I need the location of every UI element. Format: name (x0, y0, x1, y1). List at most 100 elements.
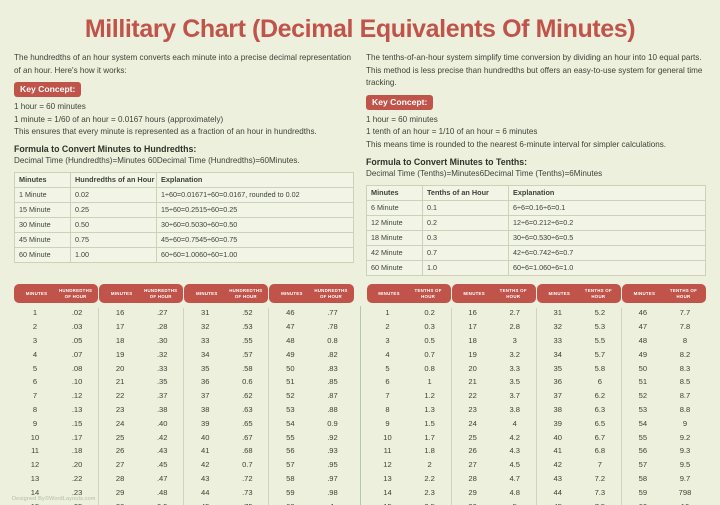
cell-decimal: 0.9 (327, 418, 338, 428)
grid-row: 49 8.2 (622, 347, 706, 361)
cell-minute: 37 (553, 391, 562, 401)
hundredths-key-concept-badge: Key Concept: (14, 82, 82, 98)
tenths-explanation-table: Minutes Tenths of an Hour Explanation 6 … (366, 185, 706, 276)
cell-minute: 41 (553, 446, 562, 456)
cell-minute: 56 (638, 446, 648, 456)
cell-minute: 6 (385, 377, 390, 387)
grid-row: 48 0.8 (269, 334, 353, 348)
cell-minute: 38 (201, 404, 210, 414)
grid-row: 45.75 (184, 499, 268, 505)
grid-row: 21.35 (99, 375, 183, 389)
cell-decimal: 1.8 (424, 446, 435, 456)
cell-decimal: 7.7 (679, 308, 691, 318)
cell-decimal: .58 (242, 363, 253, 373)
cell-minute: 50 (286, 363, 295, 373)
grid-row: 32 5.3 (537, 320, 621, 334)
grid-row: 7 1.2 (367, 389, 451, 403)
grid-row: 51.85 (269, 375, 353, 389)
grid-row: 52.87 (269, 389, 353, 403)
cell-decimal: .73 (242, 487, 253, 497)
grid-row: 39.65 (184, 416, 268, 430)
grid-row: 48 8 (622, 334, 706, 348)
grid-row: 23 3.8 (452, 403, 536, 417)
grid-row: 36 6 (537, 375, 621, 389)
grid-row: 2 0.3 (367, 320, 451, 334)
hundredths-explanation-table: Minutes Hundredths of an Hour Explanatio… (14, 172, 354, 264)
conversion-grids: MINUTES HUNDREDTHS OF HOUR 1.02 2.03 3.05 4.0… (10, 284, 710, 505)
cell-value: 1.0 (422, 260, 509, 276)
cell-minute: 13 (30, 473, 40, 483)
grid-row: 29 4.8 (452, 485, 536, 499)
cell-minute: 23 (468, 404, 477, 414)
cell-minute: 47 (638, 322, 648, 332)
grid-row: 54 9 (622, 416, 706, 430)
grid-row: 34 5.7 (537, 347, 621, 361)
grid-row: 4.07 (14, 347, 98, 361)
cell-decimal: 9.2 (679, 432, 691, 442)
cell-decimal: 5.8 (594, 363, 606, 373)
grid-row: 50.83 (269, 361, 353, 375)
cell-minute: 17 (468, 322, 477, 332)
cell-minute: 31 (201, 308, 210, 318)
grid-row: 11.18 (14, 444, 98, 458)
grid-row: 42 7 (537, 458, 621, 472)
cell-minute: 51 (638, 377, 648, 387)
cell-decimal: 6 (597, 377, 602, 387)
cell-minute: 14 (383, 487, 392, 497)
grid-column-header: MINUTES TENTHS OF HOUR (536, 284, 621, 303)
grid-row: 42 0.7 (184, 458, 268, 472)
grid-row: 20 3.3 (452, 361, 536, 375)
cell-minute: 20 (115, 363, 125, 373)
cell-explanation: 6÷6=0.16÷6=0.1 (508, 200, 706, 216)
grid-row: 17 2.8 (452, 320, 536, 334)
grid-row: 49.82 (269, 347, 353, 361)
tenths-bullet-2: 1 tenth of an hour = 1/10 of an hour = 6… (366, 127, 538, 137)
hundredths-intro-paragraph: The hundredths of an hour system convert… (14, 53, 351, 75)
cell-decimal: 7.5 (579, 500, 621, 505)
cell-minute: 51 (286, 377, 295, 387)
cell-decimal: .37 (156, 391, 168, 401)
cell-minute: 45 (537, 500, 579, 505)
cell-minute: 5 (385, 363, 390, 373)
cell-minute: 18 (468, 335, 477, 345)
cell-explanation: 42÷6=0.742÷6=0.7 (508, 245, 706, 261)
grid-row: 53 8.8 (622, 403, 706, 417)
cell-minute: 22 (468, 391, 477, 401)
grid-column-header: MINUTES TENTHS OF HOUR (451, 284, 536, 303)
cell-decimal: 0.8 (327, 335, 338, 345)
cell-decimal: 6.5 (594, 418, 606, 428)
cell-minute: 4 (32, 349, 38, 359)
footer-credit: Designed By©WordLayouts.com (12, 496, 96, 502)
cell-minute: 32 (553, 322, 562, 332)
cell-minute: 58 (286, 473, 295, 483)
cell-decimal: .05 (71, 335, 83, 345)
cell-minute: 57 (286, 460, 295, 470)
cell-minute: 2 (32, 322, 38, 332)
grid-row: 56.93 (269, 444, 353, 458)
grid-row: 2.03 (14, 320, 98, 334)
grid-row: 51 8.5 (622, 375, 706, 389)
cell-minute: 43 (201, 473, 210, 483)
cell-decimal: .40 (156, 418, 168, 428)
th-explanation: Explanation (508, 185, 706, 201)
cell-minute: 9 (32, 418, 38, 428)
grid-row: 27.45 (99, 458, 183, 472)
grid-row: 24.40 (99, 416, 183, 430)
cell-minute: 46 (638, 308, 648, 318)
cell-decimal: .08 (71, 363, 83, 373)
cell-minute: 40 (201, 432, 210, 442)
cell-minute: 32 (201, 322, 210, 332)
grid-row: 41.68 (184, 444, 268, 458)
cell-decimal: 6.2 (594, 391, 606, 401)
header-minutes: MINUTES (196, 290, 218, 296)
cell-decimal: 0.7 (424, 349, 435, 359)
table-row: 12 Minute 0.2 12÷6=0.212÷6=0.2 (366, 215, 706, 231)
cell-minute: 43 (553, 473, 562, 483)
table-row: 15 Minute 0.25 15÷60=0.2515÷60=0.25 (14, 202, 354, 219)
hundredths-bullet-3: This ensures that every minute is repres… (14, 127, 317, 136)
grid-row: 33 5.5 (537, 334, 621, 348)
hundredths-bullet-1: 1 hour = 60 minutes (14, 102, 86, 112)
grid-row: 55.92 (269, 430, 353, 444)
th-value: Tenths of an Hour (422, 185, 509, 201)
cell-decimal: .45 (156, 460, 168, 470)
